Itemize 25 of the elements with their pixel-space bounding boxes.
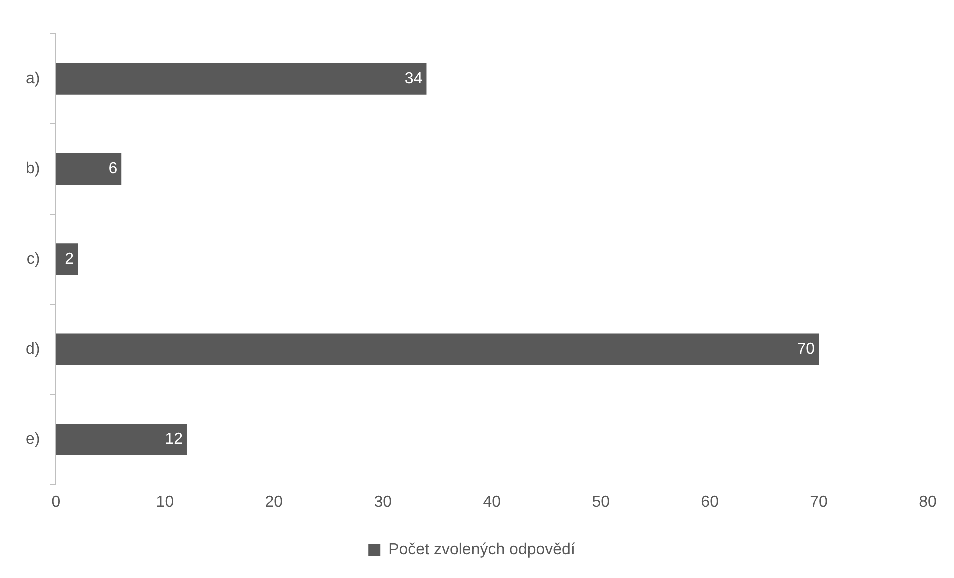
legend-label: Počet zvolených odpovědí [388, 541, 576, 558]
data-label: 2 [65, 250, 74, 268]
data-label: 6 [108, 160, 118, 178]
x-tick-label: 60 [701, 494, 720, 511]
y-tick-label: c) [26, 250, 40, 268]
x-tick-label: 10 [156, 494, 174, 511]
x-tick-label: 20 [265, 494, 284, 511]
x-tick-label: 50 [592, 494, 610, 511]
y-tick-label: d) [26, 340, 40, 358]
y-tick-label: a) [26, 70, 40, 88]
data-label: 12 [165, 431, 184, 448]
x-tick-label: 70 [810, 494, 828, 511]
data-label: 34 [404, 70, 423, 88]
y-tick-label: b) [26, 160, 40, 178]
bar [56, 153, 122, 186]
bar [56, 424, 187, 456]
x-tick-label: 40 [483, 494, 502, 511]
bar [56, 334, 820, 366]
x-tick-label: 80 [919, 494, 937, 511]
x-tick-label: 30 [374, 494, 392, 511]
bar [56, 244, 78, 276]
x-tick-label: 0 [52, 494, 61, 511]
data-label: 70 [797, 340, 816, 358]
bar [56, 63, 427, 95]
y-tick-label: e) [26, 431, 40, 448]
